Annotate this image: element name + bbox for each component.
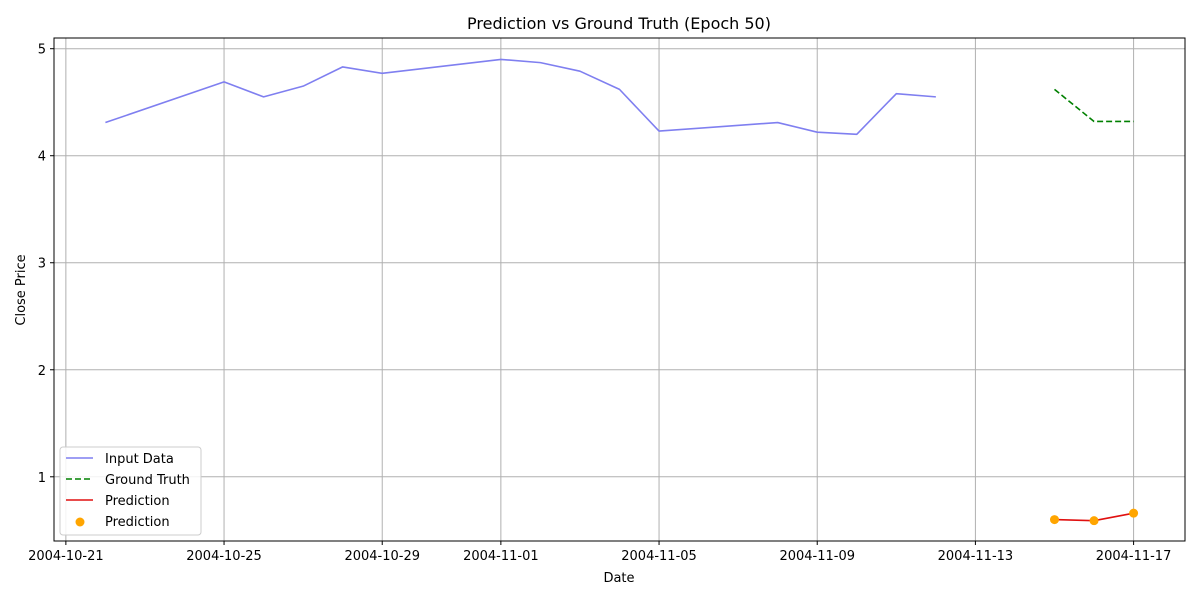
prediction-point	[1129, 508, 1139, 518]
x-tick-label: 2004-11-17	[1096, 549, 1172, 564]
x-tick-label: 2004-11-05	[621, 549, 697, 564]
x-tick-label: 2004-10-29	[344, 549, 420, 564]
x-tick-label: 2004-11-01	[463, 549, 539, 564]
y-tick-label: 4	[38, 150, 46, 165]
x-tick-label: 2004-11-09	[779, 549, 855, 564]
x-tick-label: 2004-11-13	[938, 549, 1014, 564]
y-tick-label: 5	[38, 43, 46, 58]
prediction-point	[1050, 515, 1059, 525]
x-axis-title: Date	[603, 571, 634, 586]
legend-label: Input Data	[105, 452, 174, 467]
ticks-layer: 2004-10-21 2004-10-25 2004-10-29 2004-11-01…	[28, 43, 1171, 564]
y-tick-label: 2	[38, 364, 46, 379]
plot-frame	[53, 37, 1186, 542]
y-axis-title: Close Price	[14, 254, 29, 325]
grid-layer	[54, 38, 1185, 541]
input-data-line	[105, 58, 936, 136]
legend-label: Ground Truth	[105, 473, 190, 488]
legend-label: Prediction	[105, 494, 170, 509]
x-tick-label: 2004-10-21	[28, 549, 104, 564]
series-layer	[105, 58, 1139, 526]
legend: Input Data Ground Truth Prediction Predicti…	[59, 446, 202, 536]
y-tick-label: 1	[38, 471, 46, 486]
ground-truth-line	[1053, 88, 1134, 123]
legend-swatch	[75, 517, 85, 527]
x-tick-label: 2004-10-25	[186, 549, 262, 564]
prediction-point	[1089, 516, 1099, 526]
chart-title: Prediction vs Ground Truth (Epoch 50)	[467, 14, 771, 33]
legend-label: Prediction	[105, 515, 170, 530]
y-tick-label: 3	[38, 257, 46, 272]
legend-box	[59, 446, 202, 536]
